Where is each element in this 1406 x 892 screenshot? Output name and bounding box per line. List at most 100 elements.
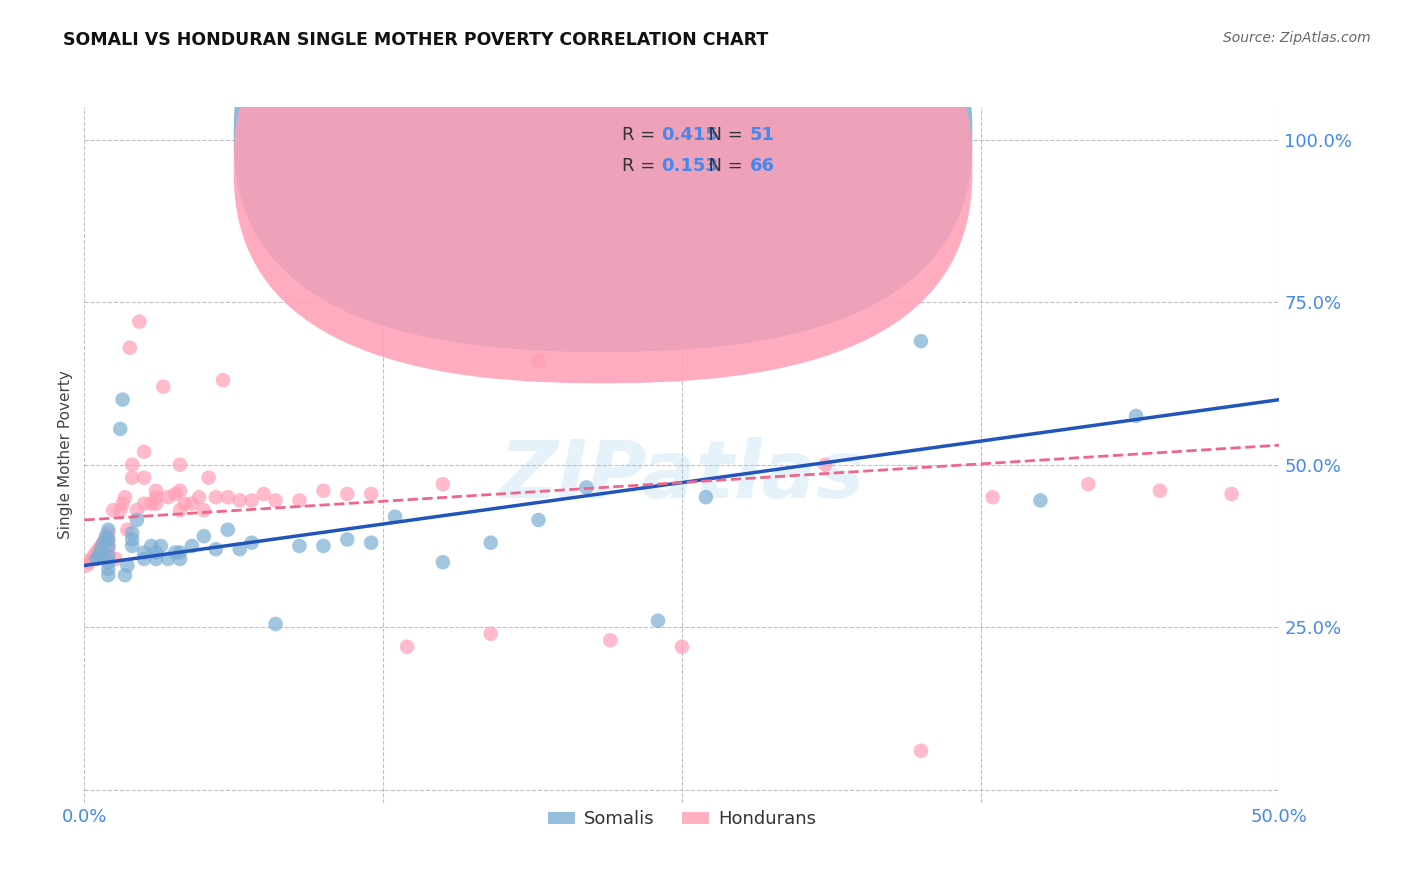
Point	[94, 529, 117, 543]
Text: 51: 51	[749, 126, 775, 144]
Point	[1149, 483, 1171, 498]
Point	[695, 490, 717, 504]
Y-axis label: Single Mother Poverty: Single Mother Poverty	[58, 370, 73, 540]
Point	[128, 315, 150, 329]
Text: 0.415: 0.415	[662, 126, 718, 144]
Point	[121, 458, 143, 472]
Point	[479, 535, 502, 549]
Point	[157, 552, 180, 566]
Point	[97, 539, 120, 553]
Point	[360, 487, 382, 501]
Legend: Somalis, Hondurans: Somalis, Hondurans	[541, 803, 823, 836]
Point	[169, 483, 191, 498]
Point	[121, 533, 143, 547]
Point	[1077, 477, 1099, 491]
Point	[1029, 493, 1052, 508]
Point	[312, 483, 335, 498]
Text: 66: 66	[749, 157, 775, 175]
Point	[87, 549, 110, 563]
Point	[141, 497, 163, 511]
Point	[118, 341, 141, 355]
Point	[193, 503, 215, 517]
Point	[97, 555, 120, 569]
Point	[165, 545, 187, 559]
Point	[181, 497, 204, 511]
Point	[132, 444, 156, 458]
Point	[188, 490, 211, 504]
Text: ZIPatlas: ZIPatlas	[499, 437, 865, 515]
Point	[117, 558, 139, 573]
Point	[396, 640, 419, 654]
Point	[910, 334, 932, 348]
Point	[86, 552, 108, 566]
Point	[193, 529, 215, 543]
Point	[384, 509, 406, 524]
Point	[288, 493, 311, 508]
Point	[145, 545, 167, 559]
Point	[479, 626, 502, 640]
Point	[149, 539, 172, 553]
Point	[205, 542, 228, 557]
Point	[111, 497, 134, 511]
Point	[94, 533, 117, 547]
Point	[87, 542, 110, 557]
Point	[125, 503, 148, 517]
Point	[97, 542, 120, 557]
Point	[981, 490, 1004, 504]
Point	[93, 535, 115, 549]
Point	[97, 549, 120, 563]
Point	[240, 493, 263, 508]
Point	[264, 493, 287, 508]
Point	[125, 513, 148, 527]
Point	[132, 497, 156, 511]
Point	[229, 493, 252, 508]
Point	[114, 568, 136, 582]
Point	[90, 539, 112, 553]
Point	[336, 533, 359, 547]
Text: N =: N =	[697, 126, 749, 144]
Point	[152, 379, 174, 393]
Point	[132, 545, 156, 559]
Point	[181, 539, 204, 553]
Point	[575, 480, 598, 494]
Point	[83, 549, 105, 563]
Point	[97, 525, 120, 540]
Point	[114, 490, 136, 504]
Point	[145, 490, 167, 504]
Point	[145, 483, 167, 498]
Point	[145, 497, 167, 511]
Point	[671, 640, 693, 654]
Point	[169, 545, 191, 559]
Text: 0.153: 0.153	[662, 157, 718, 175]
Point	[312, 539, 335, 553]
Text: R =: R =	[623, 157, 661, 175]
Point	[97, 539, 120, 553]
Point	[910, 744, 932, 758]
Point	[110, 503, 132, 517]
Point	[77, 555, 100, 569]
Point	[110, 422, 132, 436]
Point	[145, 552, 167, 566]
Point	[97, 523, 120, 537]
Point	[1220, 487, 1243, 501]
Point	[93, 535, 115, 549]
Point	[121, 539, 143, 553]
Point	[212, 373, 235, 387]
Text: R =: R =	[623, 126, 661, 144]
Point	[599, 633, 621, 648]
Text: Source: ZipAtlas.com: Source: ZipAtlas.com	[1223, 31, 1371, 45]
Point	[169, 458, 191, 472]
FancyBboxPatch shape	[233, 0, 973, 352]
Point	[432, 555, 454, 569]
Point	[165, 487, 187, 501]
Point	[117, 523, 139, 537]
Point	[814, 458, 837, 472]
Point	[205, 490, 228, 504]
Point	[80, 552, 103, 566]
Point	[104, 552, 127, 566]
Point	[1125, 409, 1147, 423]
Point	[217, 490, 239, 504]
Point	[197, 471, 219, 485]
Point	[288, 539, 311, 553]
Point	[132, 471, 156, 485]
